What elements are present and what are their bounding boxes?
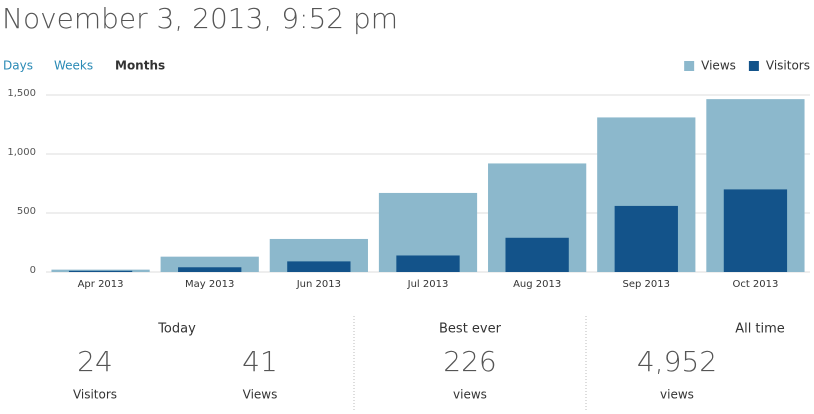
bar: [178, 267, 242, 272]
x-tick-label: Sep 2013: [623, 279, 670, 290]
bar: [723, 189, 788, 272]
bar: [614, 205, 678, 272]
bar: [396, 255, 460, 272]
bar: [505, 237, 569, 272]
stat-value: 226: [443, 345, 496, 378]
y-tick-label: 0: [30, 265, 36, 276]
tab[interactable]: Days: [3, 59, 33, 73]
legend-label: Visitors: [766, 59, 810, 73]
legend-label: Views: [701, 59, 736, 73]
page-title: November 3, 2013, 9:52 pm: [2, 2, 398, 35]
x-tick-label: Oct 2013: [732, 279, 778, 290]
x-tick-label: Aug 2013: [513, 279, 561, 290]
stat-label: Visitors: [73, 388, 117, 402]
x-tick-label: Jun 2013: [296, 279, 341, 290]
stat-label: Views: [243, 388, 278, 402]
stat-label: views: [660, 388, 694, 402]
section-title: Today: [157, 322, 196, 337]
x-tick-label: Jul 2013: [407, 279, 449, 290]
stat-value: 4,952: [637, 345, 717, 378]
stat-value: 24: [77, 345, 113, 378]
section-title: All time: [735, 322, 785, 337]
y-tick-label: 1,500: [7, 88, 36, 99]
x-tick-label: Apr 2013: [78, 279, 124, 290]
tab[interactable]: Months: [115, 59, 165, 73]
stat-value: 41: [242, 345, 278, 378]
legend-swatch: [748, 61, 759, 71]
bar: [68, 270, 133, 272]
stat-label: views: [453, 388, 487, 402]
y-tick-label: 500: [17, 206, 36, 217]
legend-swatch: [684, 61, 695, 71]
tab[interactable]: Weeks: [54, 59, 93, 73]
x-tick-label: May 2013: [185, 279, 234, 290]
y-tick-label: 1,000: [7, 147, 36, 158]
bar: [287, 261, 351, 272]
section-title: Best ever: [439, 322, 502, 337]
